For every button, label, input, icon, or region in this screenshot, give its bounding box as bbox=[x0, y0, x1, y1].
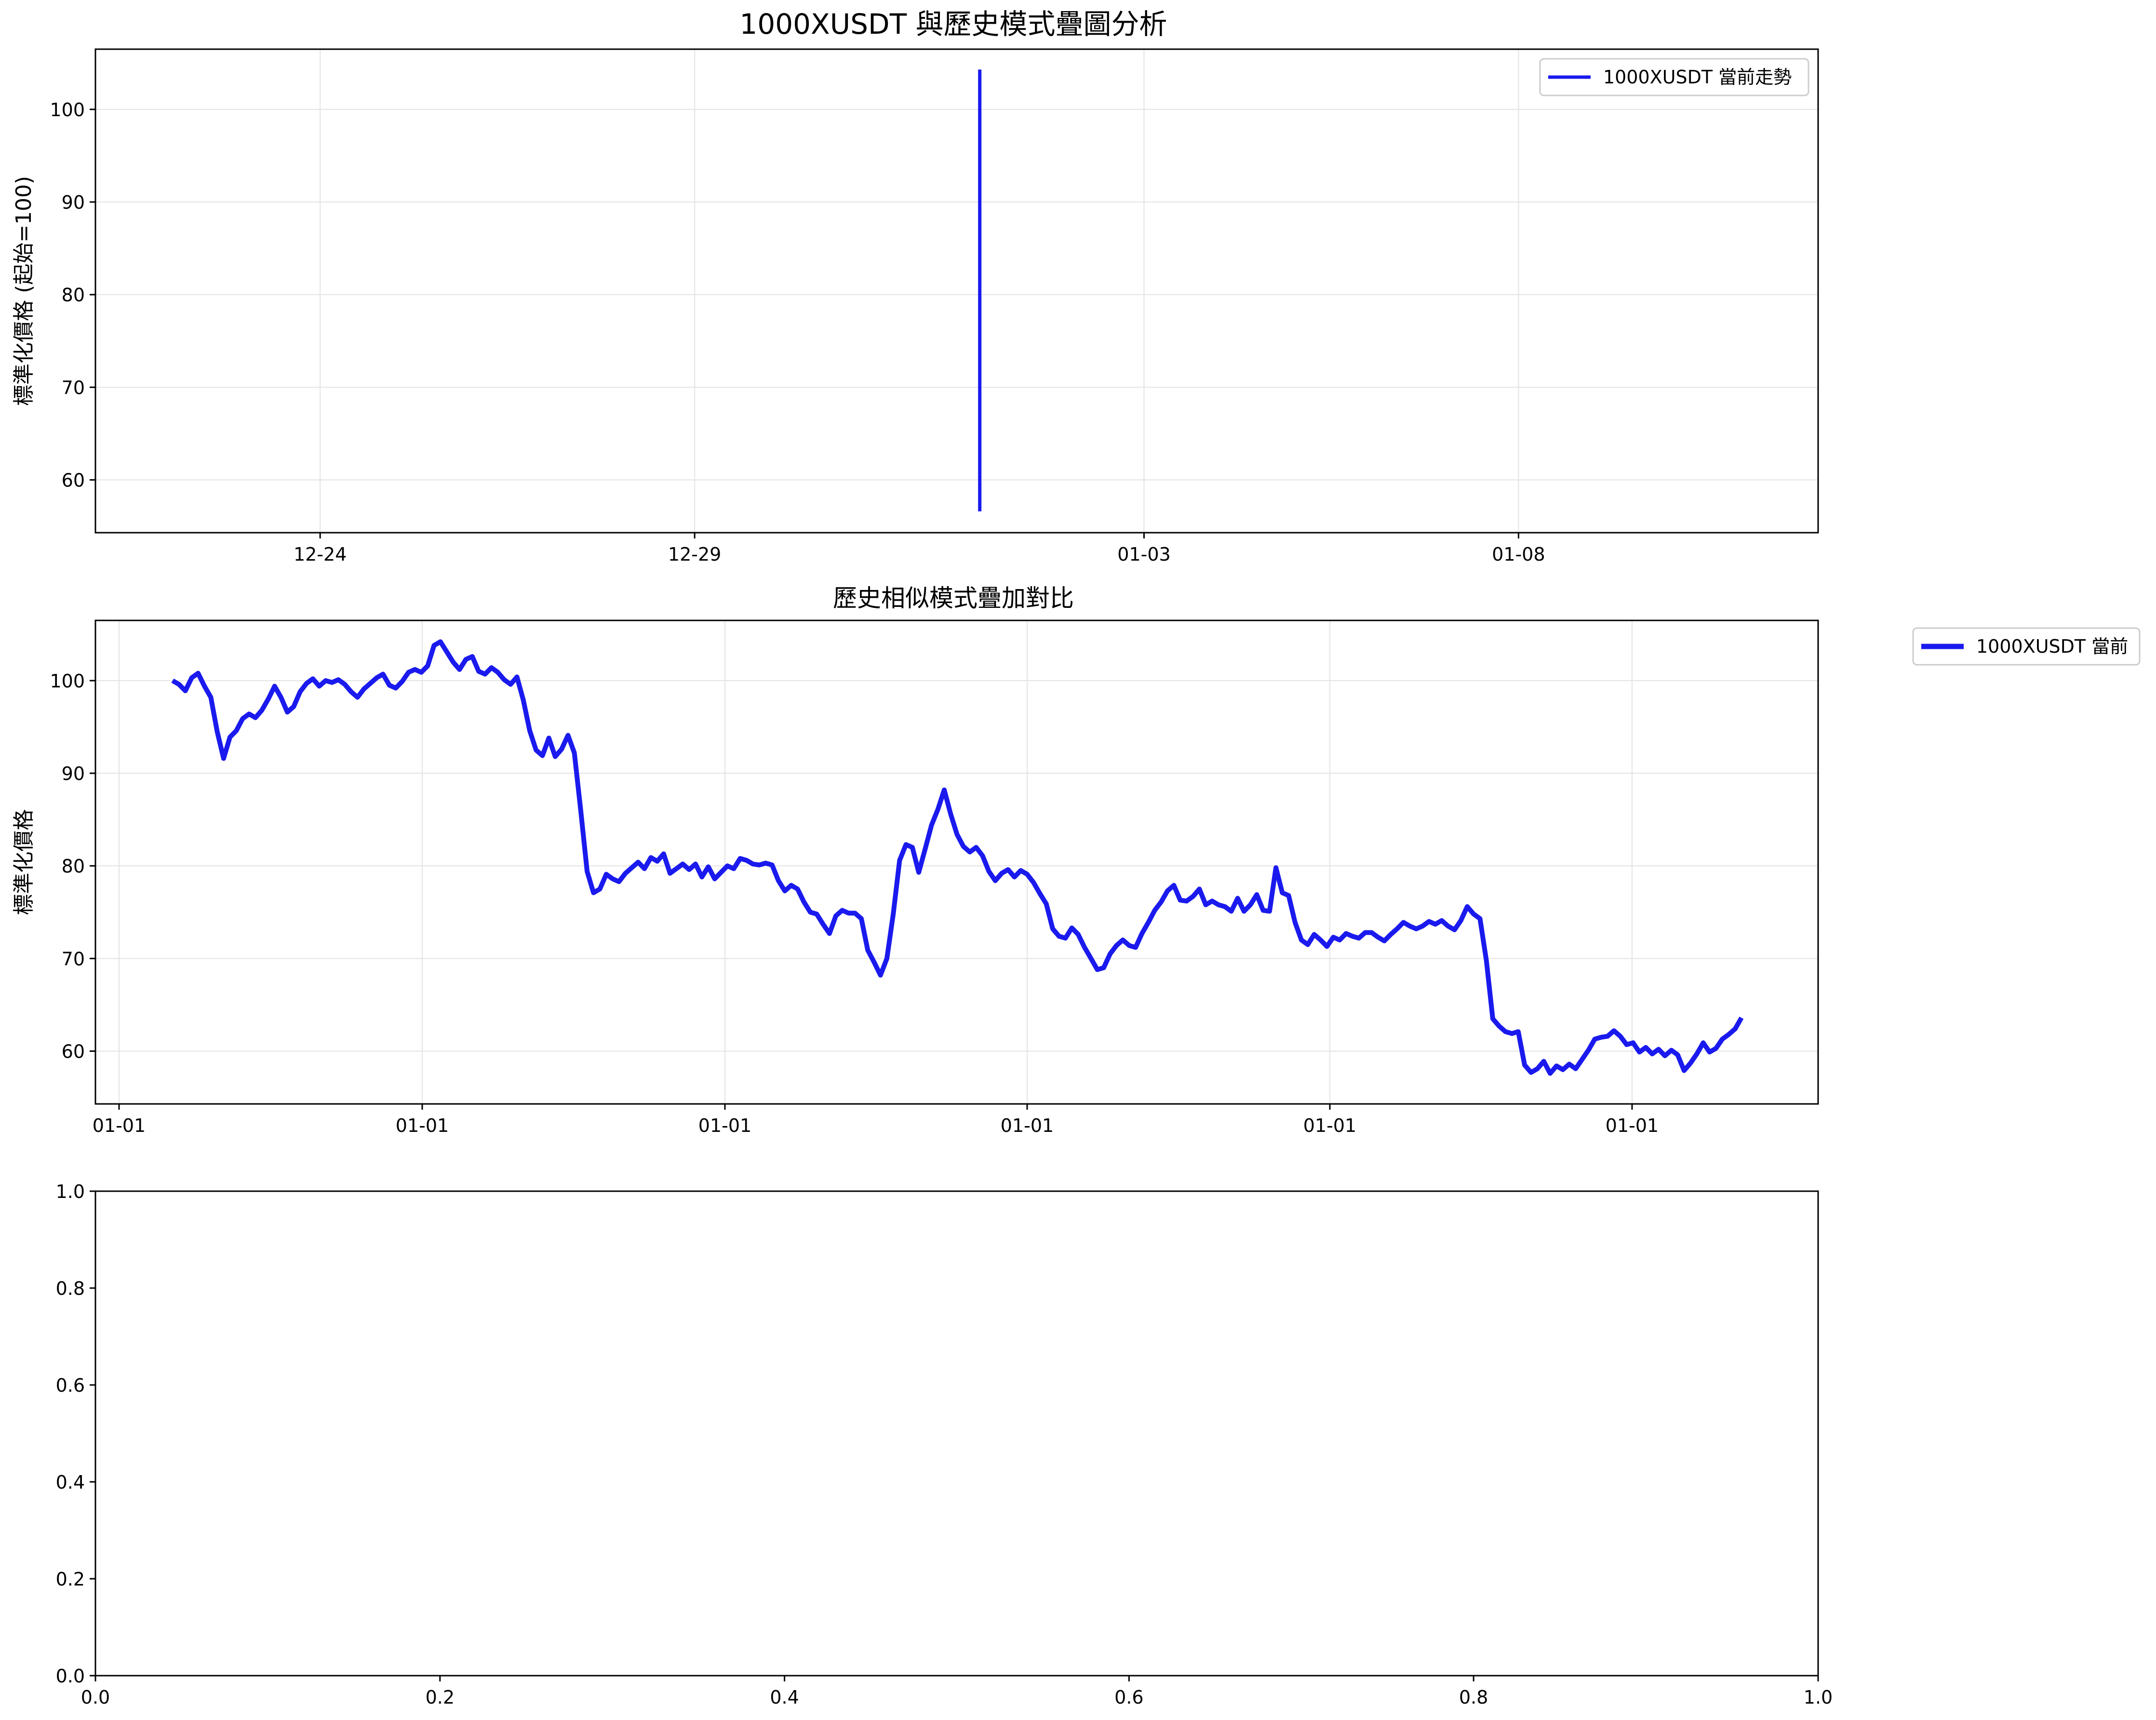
panel2-grid bbox=[95, 620, 1818, 1104]
x-tick-label: 01-08 bbox=[1492, 544, 1545, 565]
x-tick-label: 12-29 bbox=[668, 544, 721, 565]
x-tick-label: 01-01 bbox=[1001, 1115, 1054, 1136]
panel2-title: 歷史相似模式疊加對比 bbox=[833, 584, 1074, 612]
panel-current-trend: 12-24 12-29 01-03 01-08 60 70 80 90 100 標準化價格 (… bbox=[12, 48, 1819, 565]
panel1-frame bbox=[94, 48, 1819, 534]
y-tick-label: 0.4 bbox=[56, 1472, 85, 1493]
y-tick-label: 0.2 bbox=[56, 1569, 85, 1590]
x-tick-label: 0.0 bbox=[81, 1687, 110, 1708]
x-tick-label: 01-01 bbox=[698, 1115, 751, 1136]
panel2-series bbox=[171, 639, 1744, 1076]
x-tick-label: 0.4 bbox=[770, 1687, 799, 1708]
panel3-y-ticks: 0.0 0.2 0.4 0.6 0.8 1.0 bbox=[56, 1181, 95, 1687]
panel-history-overlay: 歷史相似模式疊加對比 01-01 01-01 01-01 01-01 01-01 01-0… bbox=[12, 584, 2141, 1136]
x-tick-label: 12-24 bbox=[294, 544, 347, 565]
y-tick-label: 100 bbox=[50, 671, 85, 692]
panel1-grid bbox=[95, 49, 1818, 533]
x-tick-label: 0.6 bbox=[1114, 1687, 1143, 1708]
panel2-legend-label: 1000XUSDT 當前 bbox=[1976, 636, 2128, 657]
x-tick-label: 01-01 bbox=[1606, 1115, 1659, 1136]
x-tick-label: 0.8 bbox=[1459, 1687, 1488, 1708]
y-tick-label: 0.0 bbox=[56, 1666, 85, 1687]
x-tick-label: 0.2 bbox=[426, 1687, 455, 1708]
y-tick-label: 90 bbox=[62, 763, 85, 784]
panel2-legend: 1000XUSDT 當前 bbox=[1912, 627, 2141, 666]
panel1-legend-label: 1000XUSDT 當前走勢 bbox=[1603, 67, 1792, 88]
panel2-x-ticks: 01-01 01-01 01-01 01-01 01-01 01-01 bbox=[93, 1104, 1659, 1136]
y-tick-label: 90 bbox=[62, 192, 85, 213]
x-tick-label: 01-01 bbox=[1303, 1115, 1356, 1136]
y-tick-label: 70 bbox=[62, 948, 85, 969]
panel1-legend-box bbox=[1539, 58, 1809, 96]
y-tick-label: 100 bbox=[50, 99, 85, 121]
y-tick-label: 70 bbox=[62, 377, 85, 398]
y-tick-label: 60 bbox=[62, 1041, 85, 1062]
panel1-y-axis-label: 標準化價格 (起始=100) bbox=[12, 176, 36, 406]
y-tick-label: 1.0 bbox=[56, 1181, 85, 1202]
y-tick-label: 0.6 bbox=[56, 1375, 85, 1396]
panel2-y-axis-label: 標準化價格 bbox=[12, 809, 36, 915]
x-tick-label: 01-01 bbox=[396, 1115, 449, 1136]
panel3-frame bbox=[94, 1190, 1819, 1677]
series-current-line bbox=[171, 639, 1744, 1076]
y-tick-label: 80 bbox=[62, 856, 85, 877]
panel3-x-ticks: 0.0 0.2 0.4 0.6 0.8 1.0 bbox=[81, 1676, 1833, 1708]
y-tick-label: 0.8 bbox=[56, 1278, 85, 1299]
panel-empty: 0.0 0.2 0.4 0.6 0.8 1.0 0.0 0.2 0.4 0.6 0.8 1.0 bbox=[56, 1181, 1833, 1708]
y-tick-label: 80 bbox=[62, 284, 85, 306]
x-tick-label: 1.0 bbox=[1804, 1687, 1833, 1708]
panel1-x-ticks: 12-24 12-29 01-03 01-08 bbox=[294, 533, 1545, 565]
figure-title: 1000XUSDT 與歷史模式疊圖分析 bbox=[739, 8, 1167, 40]
panel2-legend-box bbox=[1912, 627, 2141, 666]
panel1-legend: 1000XUSDT 當前走勢 bbox=[1539, 58, 1809, 96]
panel2-frame bbox=[94, 619, 1819, 1105]
panel2-y-ticks: 60 70 80 90 100 bbox=[50, 671, 95, 1062]
x-tick-label: 01-01 bbox=[93, 1115, 146, 1136]
y-tick-label: 60 bbox=[62, 470, 85, 491]
x-tick-label: 01-03 bbox=[1117, 544, 1170, 565]
panel1-y-ticks: 60 70 80 90 100 bbox=[50, 99, 95, 491]
